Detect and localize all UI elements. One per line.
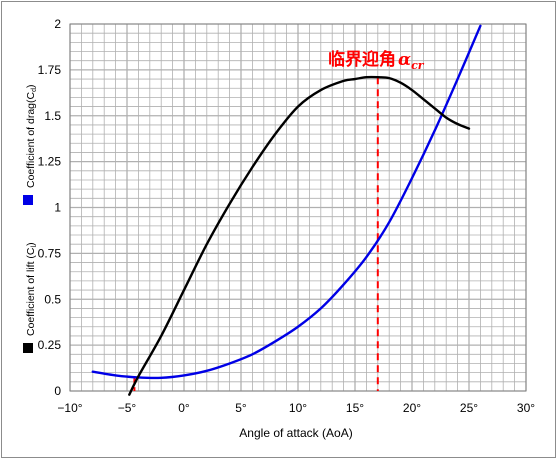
drag-legend-marker [23,195,33,205]
x-tick-label: 5° [235,401,247,415]
lift-label-sub: l [31,245,38,247]
alpha-symbol: α [398,50,411,70]
series-layer [91,24,482,396]
x-axis-label: Angle of attack (AoA) [239,426,352,440]
y-tick-label: 0 [54,384,61,398]
y-tick-label: 0.25 [38,338,62,352]
y-tick-label: 1.25 [38,155,62,169]
y-axis-label-drag: Coefficient of drag(Cd) [25,84,38,188]
critical-angle-annotation: 临界迎角 αcr [328,49,425,72]
tick-labels: −10° −5° 0° 5° 10° 15° 20° 25° 30° 0 0.25 0.5 0.75 1 1… [38,17,536,415]
grid [69,23,527,392]
y-tick-label: 1.75 [38,63,62,77]
drag-label-text: Coefficient of drag(C [25,91,37,188]
y-tick-label: 1.5 [44,109,61,123]
y-tick-label: 2 [54,17,61,31]
y-tick-label: 1 [54,201,61,215]
x-tick-label: −10° [57,401,82,415]
critical-angle-label: 临界迎角 [328,49,396,70]
lift-coefficient-curve [128,75,471,396]
svg-text:Coefficient of lift (Cl): Coefficient of lift (Cl) [25,242,38,336]
drag-label-sub: d [31,88,38,92]
x-tick-label: −5° [118,401,137,415]
x-tick-label: 30° [517,401,535,415]
x-tick-label: 15° [346,401,364,415]
alpha-subscript: cr [411,59,425,72]
x-tick-label: 20° [403,401,421,415]
y-tick-label: 0.5 [44,292,61,306]
x-tick-label: 10° [289,401,307,415]
lift-label-text: Coefficient of lift (C [25,247,37,336]
y-tick-label: 0.75 [38,246,62,260]
critical-angle-marker [133,77,379,391]
lift-legend-marker [23,343,33,353]
plot-border [69,23,527,392]
drag-coefficient-curve [91,24,482,380]
x-tick-label: 0° [178,401,190,415]
y-axis-label-lift: Coefficient of lift (Cl) [25,242,38,336]
svg-text:Coefficient of drag(Cd): Coefficient of drag(Cd) [25,84,38,188]
x-tick-label: 25° [460,401,478,415]
